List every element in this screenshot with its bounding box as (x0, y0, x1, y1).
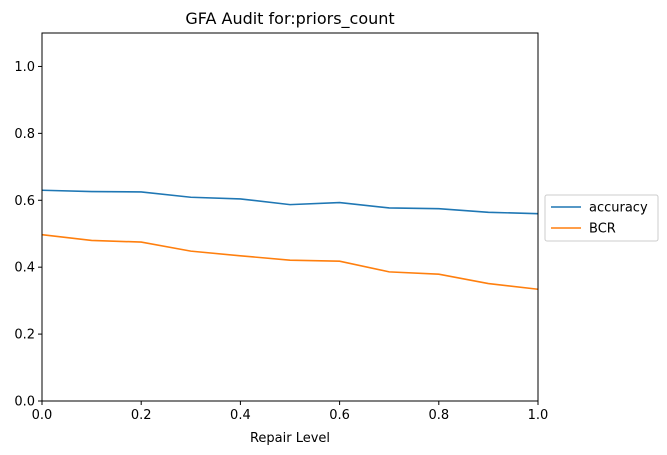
x-tick-label: 0.0 (32, 408, 53, 423)
y-tick-label: 0.6 (14, 194, 35, 209)
x-tick-label: 1.0 (528, 408, 549, 423)
chart-title: GFA Audit for:priors_count (185, 9, 394, 29)
x-tick-label: 0.2 (131, 408, 152, 423)
x-tick-label: 0.8 (428, 408, 449, 423)
y-tick-label: 0.8 (14, 127, 35, 142)
series-line-accuracy (41, 189, 539, 215)
y-tick-label: 0.2 (14, 328, 35, 343)
y-axis-ticks: 0.0 0.2 0.4 0.6 0.8 1.0 (14, 60, 42, 410)
x-tick-label: 0.6 (329, 408, 350, 423)
legend: accuracy BCR (544, 194, 659, 242)
plot-area (41, 189, 539, 291)
y-tick-label: 0.4 (14, 261, 35, 276)
legend-label-accuracy: accuracy (589, 201, 648, 216)
series-line-bcr (41, 233, 539, 291)
legend-label-bcr: BCR (589, 222, 616, 237)
y-tick-label: 0.0 (14, 395, 35, 410)
x-tick-label: 0.4 (230, 408, 251, 423)
y-tick-label: 1.0 (14, 60, 35, 75)
plot-frame (41, 32, 539, 402)
x-axis-label: Repair Level (250, 431, 330, 446)
x-axis-ticks: 0.0 0.2 0.4 0.6 0.8 1.0 (32, 401, 549, 423)
